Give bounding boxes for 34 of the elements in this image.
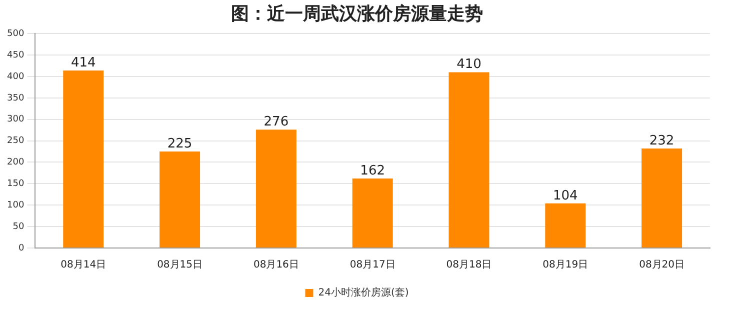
y-tick-label: 450: [6, 50, 24, 60]
chart-title: 图：近一周武汉涨价房源量走势: [231, 3, 483, 24]
data-label: 232: [649, 133, 674, 148]
y-tick-label: 350: [6, 93, 24, 104]
y-tick-label: 250: [6, 136, 24, 146]
y-tick-label: 100: [6, 200, 24, 210]
data-label: 414: [70, 55, 96, 70]
y-tick-label: 150: [6, 179, 24, 190]
legend-label: 24小时涨价房源(套): [318, 286, 409, 299]
bar: [63, 70, 104, 248]
bar: [256, 130, 296, 248]
bar: [545, 203, 586, 248]
y-tick-label: 500: [6, 28, 24, 39]
y-tick-label: 0: [18, 243, 24, 254]
bar: [642, 148, 682, 248]
data-label: 225: [167, 136, 192, 152]
bar: [160, 152, 200, 248]
bar: [448, 72, 490, 248]
x-tick-label: 08月14日: [60, 260, 106, 271]
y-tick-label: 300: [6, 114, 24, 125]
x-tick-label: 08月15日: [157, 260, 203, 271]
data-label: 104: [552, 188, 578, 204]
bar: [352, 178, 393, 248]
y-tick-label: 50: [12, 222, 24, 232]
x-tick-label: 08月20日: [639, 260, 685, 271]
x-tick-label: 08月19日: [542, 260, 588, 271]
y-tick-label: 200: [6, 158, 24, 168]
x-tick-label: 08月17日: [350, 260, 396, 271]
x-tick-label: 08月18日: [446, 260, 492, 271]
data-label: 276: [264, 114, 289, 130]
x-tick-label: 08月16日: [253, 260, 299, 271]
y-tick-label: 400: [6, 72, 24, 82]
data-label: 410: [456, 57, 482, 72]
data-label: 162: [360, 163, 386, 178]
